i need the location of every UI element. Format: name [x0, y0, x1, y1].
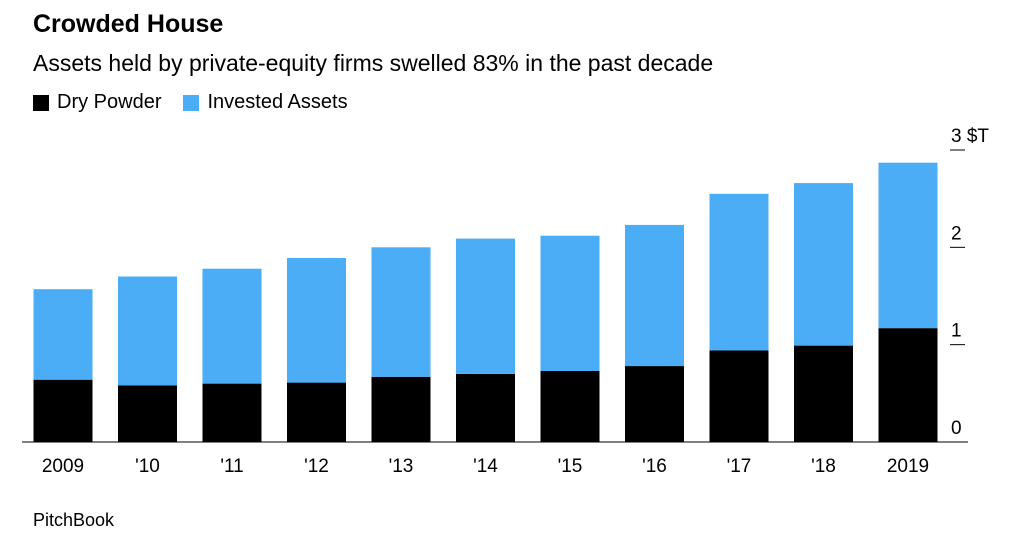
bar-dry-powder: [878, 328, 938, 442]
bar-invested-assets: [287, 258, 346, 383]
bar-dry-powder: [540, 370, 600, 442]
x-tick-label: '18: [811, 456, 836, 477]
bar-invested-assets: [456, 238, 515, 374]
bar-dry-powder: [202, 383, 262, 442]
y-tick-label: 3 $T: [951, 126, 989, 147]
bar-dry-powder: [118, 385, 177, 442]
x-tick-label: 2019: [887, 456, 929, 477]
bar-invested-assets: [794, 183, 853, 346]
bar-dry-powder: [709, 350, 769, 442]
y-tick-label: 1: [951, 321, 962, 342]
legend: Dry Powder Invested Assets: [33, 91, 370, 114]
x-tick-label: '13: [389, 456, 414, 477]
bar-invested-assets: [540, 235, 600, 371]
legend-label-invested-assets: Invested Assets: [207, 91, 348, 113]
x-tick-label: 2009: [42, 456, 84, 477]
bar-invested-assets: [118, 276, 177, 386]
x-tick-label: '17: [727, 456, 752, 477]
chart-subtitle: Assets held by private-equity firms swel…: [33, 50, 714, 76]
bar-dry-powder: [33, 379, 93, 442]
y-tick-label: 2: [951, 223, 962, 244]
legend-swatch-invested-assets: [183, 94, 200, 111]
bar-invested-assets: [371, 247, 431, 377]
legend-item-invested-assets: Invested Assets: [183, 91, 348, 114]
x-tick-label: '16: [642, 456, 667, 477]
bar-dry-powder: [794, 345, 853, 442]
source-note: PitchBook: [33, 510, 115, 530]
x-tick-label: '10: [135, 456, 160, 477]
y-tick-label: 0: [951, 418, 962, 439]
x-tick-label: '14: [473, 456, 498, 477]
bar-invested-assets: [202, 268, 262, 384]
x-tick-label: '15: [558, 456, 583, 477]
bar-invested-assets: [625, 224, 684, 366]
bar-dry-powder: [625, 366, 684, 442]
x-tick-label: '12: [304, 456, 329, 477]
chart-title: Crowded House: [33, 10, 224, 38]
x-tick-label: '11: [220, 456, 243, 477]
legend-swatch-dry-powder: [33, 94, 49, 111]
bar-invested-assets: [709, 193, 769, 351]
bar-invested-assets: [33, 289, 93, 380]
bar-dry-powder: [371, 376, 431, 442]
legend-item-dry-powder: Dry Powder: [33, 91, 161, 114]
bar-dry-powder: [287, 382, 346, 442]
bar-dry-powder: [456, 373, 515, 442]
legend-label-dry-powder: Dry Powder: [57, 91, 162, 113]
bar-invested-assets: [878, 162, 938, 329]
